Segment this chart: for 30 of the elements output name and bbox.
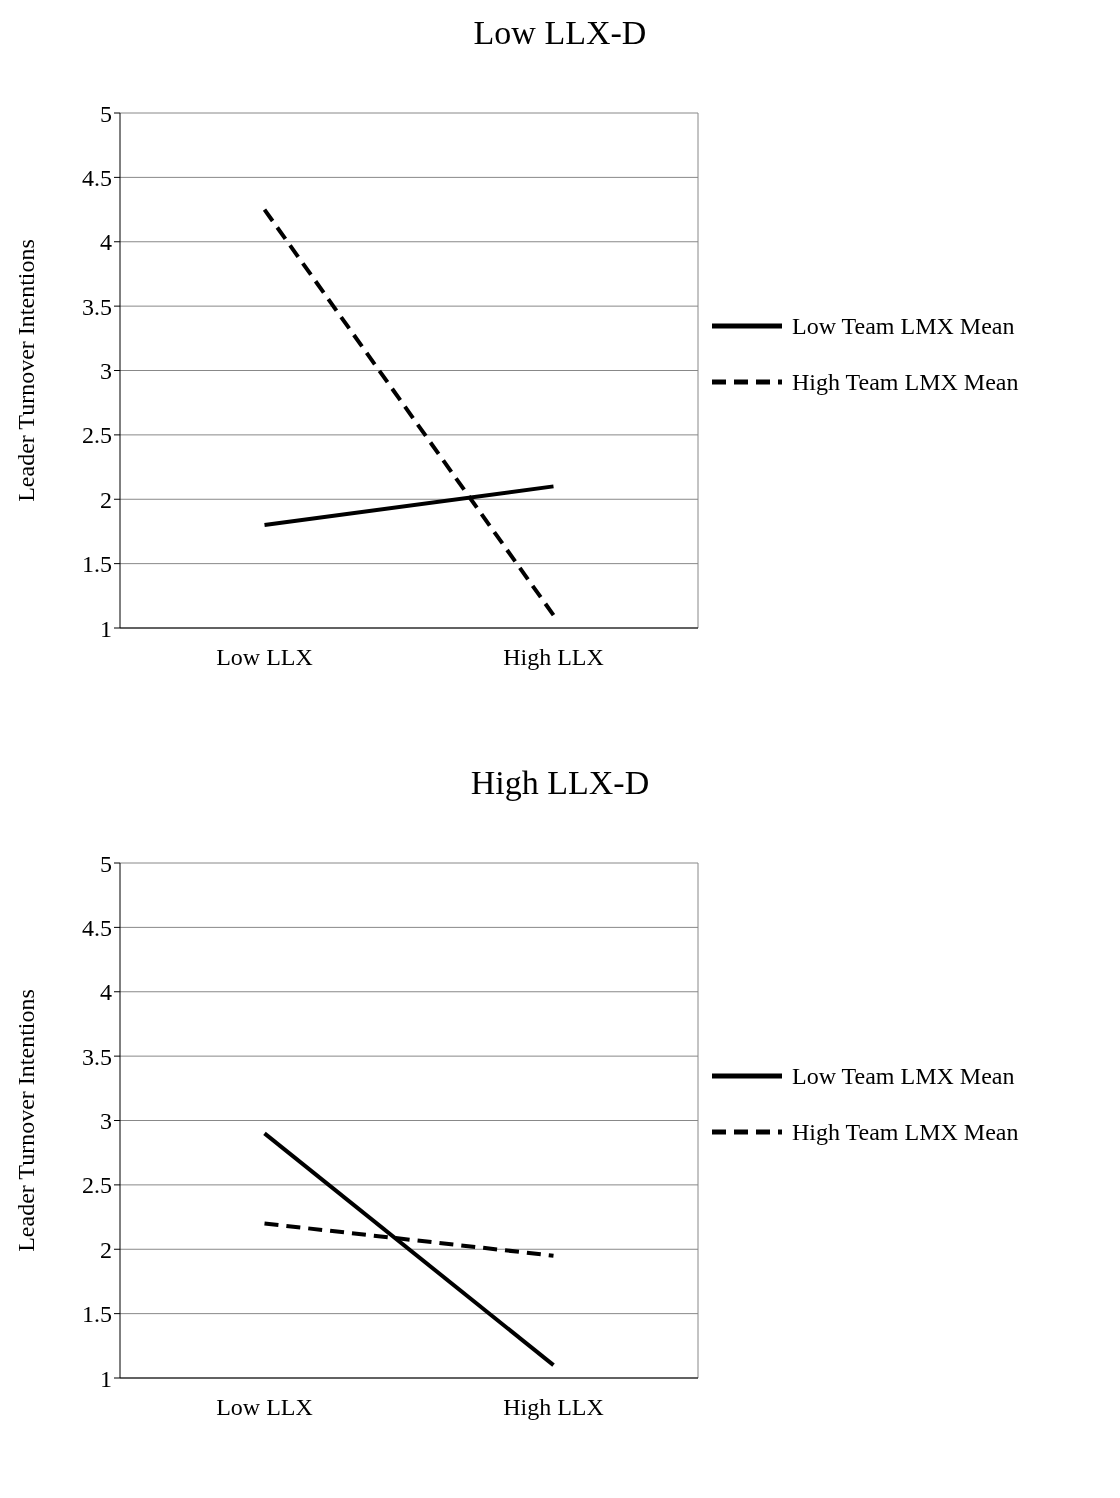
y-tick-label: 3.5 [82,1043,112,1070]
y-axis-title: Leader Turnover Intentions [12,239,39,502]
y-tick-label: 1 [100,1365,112,1392]
y-tick-label: 5 [100,100,112,127]
y-tick-label: 3.5 [82,293,112,320]
y-tick-label: 4 [100,979,112,1006]
y-tick-label: 1 [100,615,112,642]
y-tick-label: 2.5 [82,1172,112,1199]
legend-label: Low Team LMX Mean [792,312,1015,340]
y-tick-label: 1.5 [82,551,112,578]
y-tick-label: 2 [100,486,112,513]
y-tick-label: 3 [100,358,112,385]
chart-title: Low LLX-D [472,13,648,53]
y-tick-label: 4 [100,229,112,256]
y-tick-label: 5 [100,850,112,877]
y-tick-label: 4.5 [82,164,112,191]
y-tick-label: 2.5 [82,422,112,449]
x-tick-label: High LLX [503,644,604,671]
y-tick-label: 1.5 [82,1301,112,1328]
legend-label: High Team LMX Mean [792,1118,1019,1146]
y-tick-label: 2 [100,1236,112,1263]
x-tick-label: High LLX [503,1394,604,1421]
chart-title: High LLX-D [469,763,651,803]
x-tick-label: Low LLX [216,1394,313,1421]
y-tick-label: 4.5 [82,914,112,941]
legend-label: High Team LMX Mean [792,368,1019,396]
y-tick-label: 3 [100,1108,112,1135]
y-axis-title: Leader Turnover Intentions [12,989,39,1252]
legend-label: Low Team LMX Mean [792,1062,1015,1090]
x-tick-label: Low LLX [216,644,313,671]
